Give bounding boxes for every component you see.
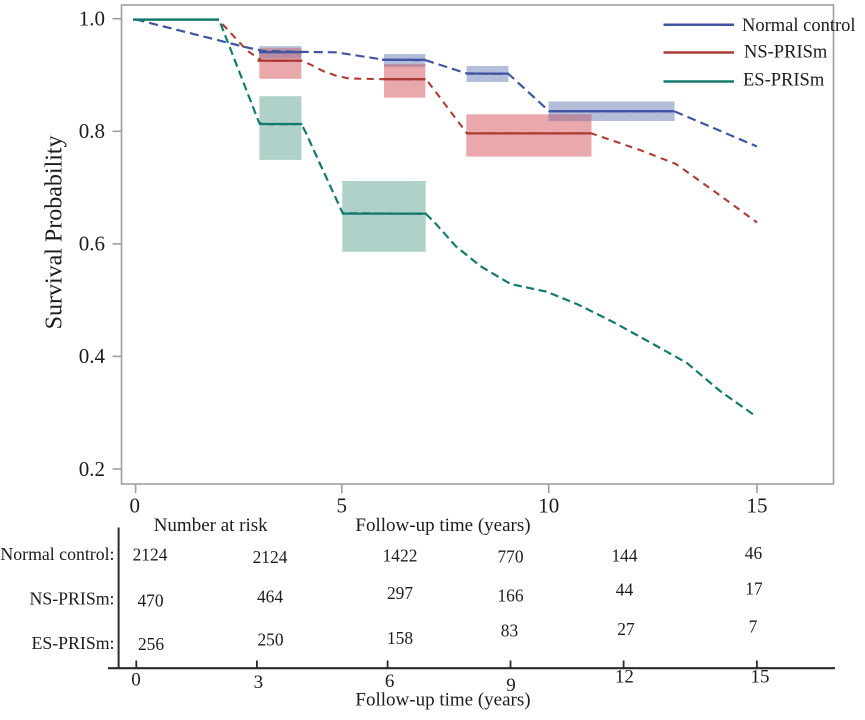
svg-text:464: 464 — [257, 587, 283, 607]
svg-text:15: 15 — [751, 667, 770, 688]
svg-text:ES-PRISm:: ES-PRISm: — [31, 633, 114, 653]
svg-text:15: 15 — [747, 494, 768, 518]
svg-text:NS-PRISm: NS-PRISm — [744, 43, 828, 63]
svg-text:6: 6 — [385, 671, 395, 692]
svg-text:Normal control: Normal control — [742, 16, 856, 36]
svg-text:NS-PRISm:: NS-PRISm: — [30, 589, 115, 609]
svg-text:166: 166 — [497, 586, 523, 606]
svg-text:144: 144 — [611, 545, 637, 565]
svg-text:Number at risk: Number at risk — [154, 515, 268, 536]
svg-text:2124: 2124 — [253, 547, 288, 567]
svg-text:0.6: 0.6 — [79, 232, 105, 256]
svg-text:12: 12 — [615, 667, 634, 688]
svg-text:1422: 1422 — [383, 545, 418, 565]
svg-text:470: 470 — [137, 591, 163, 611]
svg-text:1.0: 1.0 — [79, 7, 105, 31]
svg-text:0.2: 0.2 — [79, 457, 105, 481]
svg-text:5: 5 — [337, 494, 348, 518]
svg-text:770: 770 — [497, 546, 523, 566]
svg-text:Survival Probability: Survival Probability — [42, 135, 68, 329]
svg-text:0: 0 — [130, 494, 141, 518]
svg-text:Normal control:: Normal control: — [0, 544, 114, 564]
svg-text:44: 44 — [616, 580, 634, 600]
svg-text:46: 46 — [745, 543, 763, 563]
svg-text:0.8: 0.8 — [79, 119, 105, 143]
svg-text:10: 10 — [538, 494, 559, 518]
svg-text:17: 17 — [745, 579, 763, 599]
svg-text:250: 250 — [257, 629, 283, 649]
svg-text:7: 7 — [749, 617, 758, 637]
svg-text:256: 256 — [138, 634, 164, 654]
svg-text:Follow-up time (years): Follow-up time (years) — [355, 515, 530, 536]
svg-text:Follow-up time (years): Follow-up time (years) — [355, 690, 530, 711]
svg-text:27: 27 — [617, 619, 635, 639]
svg-text:9: 9 — [506, 675, 516, 696]
svg-text:0: 0 — [131, 670, 141, 691]
svg-text:0.4: 0.4 — [79, 344, 106, 368]
svg-text:83: 83 — [501, 621, 519, 641]
svg-text:158: 158 — [387, 628, 413, 648]
svg-text:297: 297 — [387, 583, 413, 603]
svg-text:2124: 2124 — [133, 544, 168, 564]
svg-text:3: 3 — [254, 672, 264, 693]
svg-text:ES-PRISm: ES-PRISm — [743, 71, 825, 91]
